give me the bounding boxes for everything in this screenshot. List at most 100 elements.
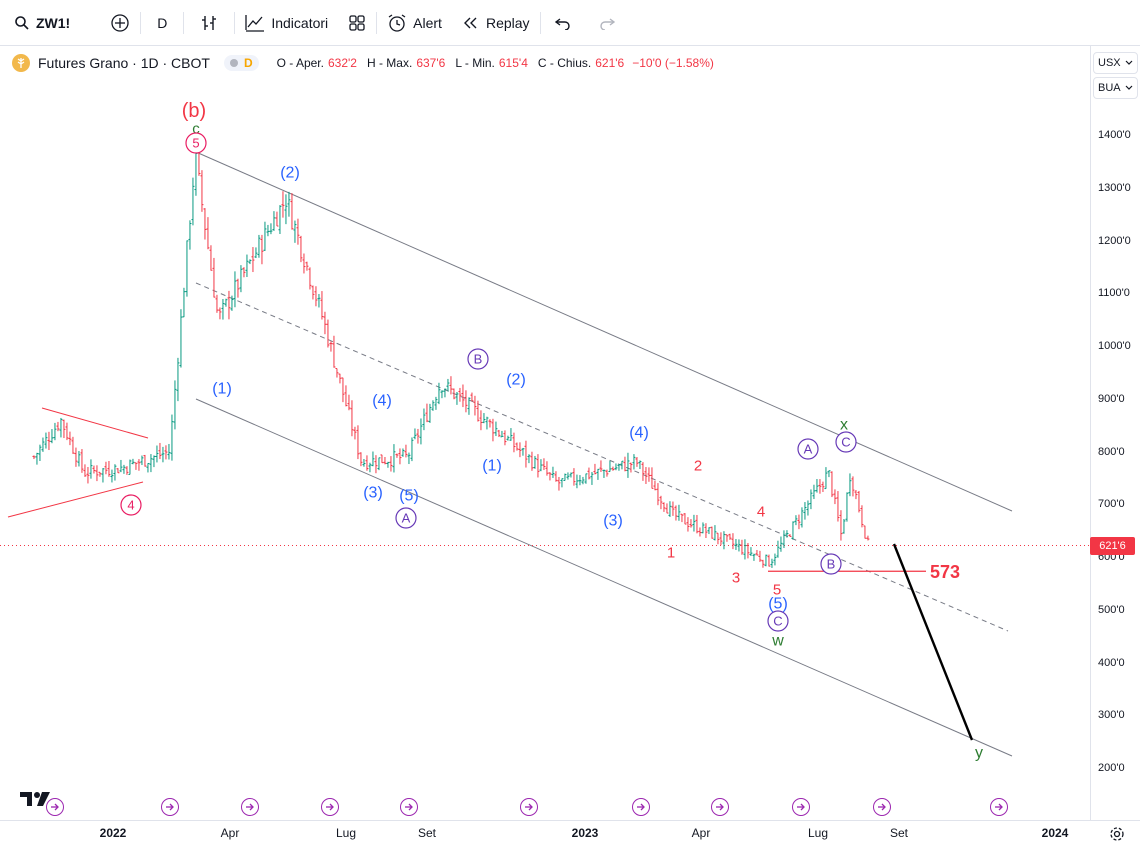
indicators-button[interactable]: Indicatori [235,0,338,46]
time-axis[interactable] [0,820,1140,847]
price-tick-label: 1400'0 [1098,129,1131,141]
wave-label: B [827,557,836,572]
close-label: C - Chius. [537,56,592,70]
open-value: 632'2 [327,56,357,70]
alarm-clock-icon [388,13,406,32]
replay-button[interactable]: Replay [452,0,540,46]
wave-label: (b) [182,100,206,122]
wave-label: A [402,511,411,526]
time-tick-label: 2022 [99,826,127,840]
time-tick-label: Set [889,826,909,840]
price-tick-label: 700'0 [1098,498,1125,511]
event-marker-icon[interactable] [241,798,259,816]
chevron-down-icon [1125,85,1133,90]
price-tick-label: 300'0 [1098,709,1125,722]
templates-button[interactable] [338,0,376,46]
toolbar-divider [140,11,142,34]
event-marker-icon[interactable] [46,798,64,816]
triangle-lower-line [7,481,144,518]
wave-label: 2 [694,457,702,474]
wave-label: 4 [757,503,765,520]
current-price-tag: 621'6 [1090,536,1135,555]
undo-button[interactable] [541,0,585,46]
event-marker-icon[interactable] [990,798,1008,816]
wave-label: (1) [212,381,232,398]
symbol-label: ZW1! [36,14,71,31]
wave-label: (3) [363,485,383,502]
alert-label: Alert [413,14,442,31]
wave-label-circle [835,431,857,453]
price-tick-label: 1200'0 [1098,234,1131,247]
chart-type-button[interactable] [184,0,234,46]
compare-button[interactable] [80,0,140,46]
alert-button[interactable]: Alert [377,0,452,46]
projection-line [892,543,974,741]
data-status-pill[interactable]: D [223,55,259,71]
currency-dropdown[interactable]: USX [1093,52,1138,74]
event-marker-icon[interactable] [792,798,810,816]
chevron-down-icon [1125,60,1133,65]
currency-label: USX [1098,57,1121,69]
wave-label: y [975,745,983,762]
price-tick-label: 1100'0 [1098,287,1130,300]
event-marker-icon[interactable] [161,798,179,816]
interval-label: D [157,14,168,31]
wave-label: c [192,120,200,137]
wave-label: 1 [667,544,675,561]
event-marker-icon[interactable] [321,798,339,816]
low-value: 615'4 [498,56,528,70]
event-marker-icon[interactable] [400,798,418,816]
time-tick-label: Lug [807,826,829,840]
delayed-badge: D [243,56,253,70]
high-value: 637'6 [416,56,446,70]
toolbar-divider [234,11,236,34]
toolbar-divider [539,11,541,34]
event-marker-icon[interactable] [632,798,650,816]
interval-button[interactable]: D [141,0,183,46]
chart-legend: Futures Grano · 1D · CBOT D O - Aper. 63… [12,52,714,74]
time-tick-label: Lug [335,826,357,840]
wave-label: (3) [603,513,623,530]
wave-label: 4 [127,498,134,513]
wave-label: C [841,435,850,450]
chart-pane[interactable]: (b) c 5 (2) (1) (4) (3) (5) A B (2) (1) (3) (4) 4 1 2 3 4 5… [0,46,1090,820]
event-marker-icon[interactable] [520,798,538,816]
time-tick-label: 2024 [1041,826,1069,840]
wave-label: (5) [399,488,419,505]
toolbar-divider [183,11,185,34]
price-tick-label: 400'0 [1098,656,1125,669]
rewind-icon [463,17,477,28]
tradingview-logo-icon[interactable] [18,788,52,808]
wave-label-circle [767,610,789,632]
price-chart[interactable]: (b)c5(2)(1)(4)(3) (5)AB(2)(1)(3)(4)412345… [0,46,1090,820]
unit-dropdown[interactable]: BUA [1093,77,1138,99]
price-tick-label: 1000'0 [1098,340,1131,352]
settings-gear-icon[interactable] [1109,826,1125,842]
triangle-upper-line [41,407,149,439]
change-value: −10'0 (−1.58%) [632,56,714,70]
wave-label: (2) [280,165,300,182]
price-tick-label: 1300'0 [1098,181,1131,194]
price-tick-label: 800'0 [1098,445,1125,458]
wave-label: 5 [773,581,781,598]
price-axis[interactable] [1090,46,1140,820]
wave-label-circle [467,348,489,370]
wheat-logo-icon [12,54,30,72]
symbol-search-button[interactable]: ZW1! [0,0,80,46]
unit-label: BUA [1098,82,1121,94]
event-marker-icon[interactable] [711,798,729,816]
event-marker-icon[interactable] [873,798,891,816]
channel-lower-line [195,398,1013,757]
wave-label: (4) [629,425,649,442]
redo-button[interactable] [585,0,629,46]
wave-label: (5) [768,596,788,613]
low-label: L - Min. [455,56,495,70]
wave-label: C [773,614,782,629]
channel-upper-line [195,151,1013,512]
open-label: O - Aper. [276,56,324,70]
wave-label: (1) [482,458,502,475]
symbol-title[interactable]: Futures Grano · 1D · CBOT [38,55,210,71]
time-tick-label: Set [417,826,437,840]
redo-icon [599,17,615,30]
wave-label-circle [820,553,842,575]
